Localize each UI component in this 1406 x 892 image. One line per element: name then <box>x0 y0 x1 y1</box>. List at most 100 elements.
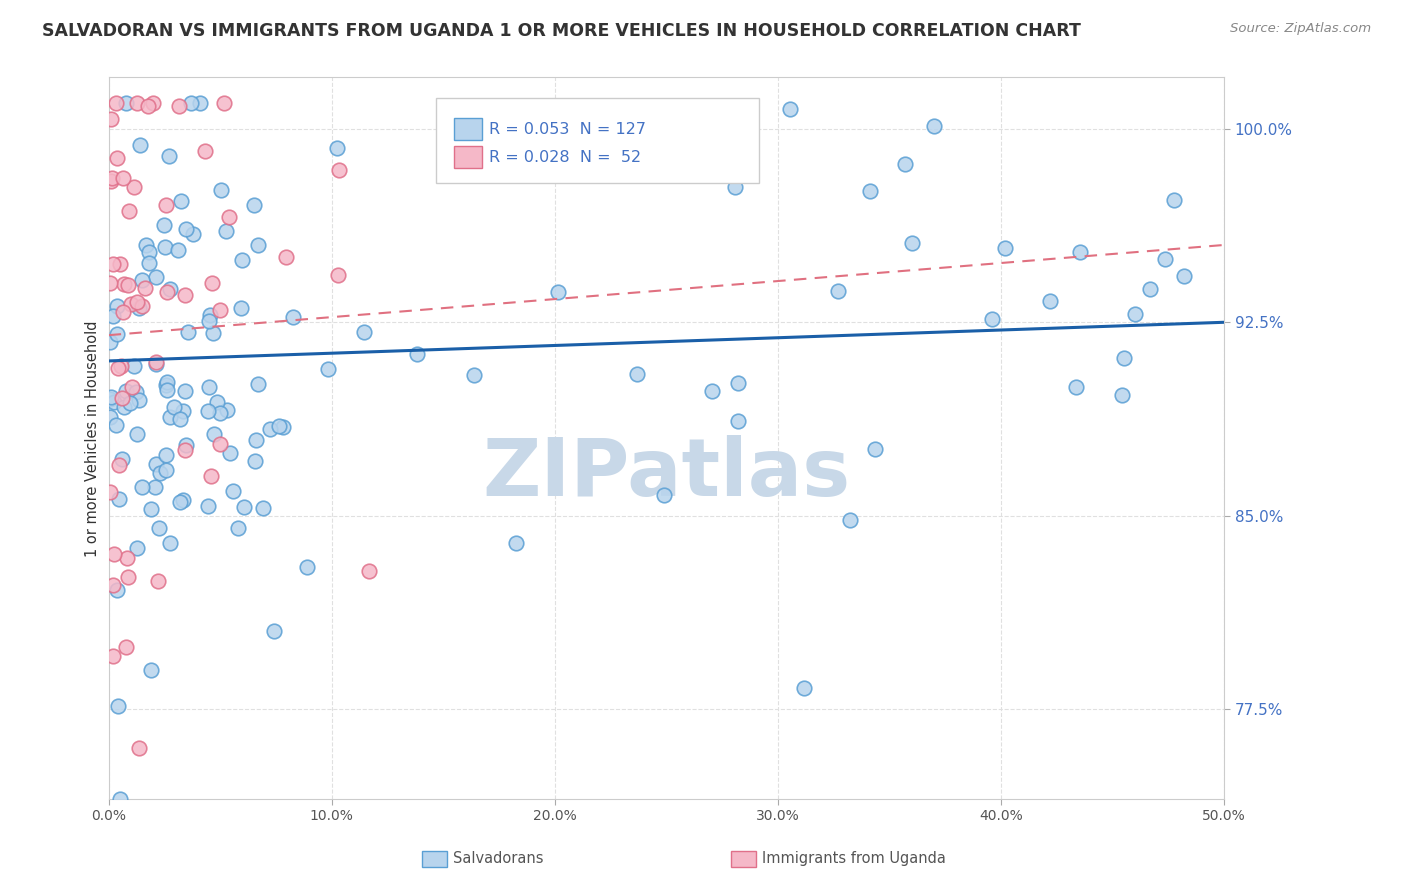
Point <box>155 448 177 462</box>
Point <box>146 574 169 588</box>
Point <box>159 282 181 296</box>
Text: R = 0.028  N =  52: R = 0.028 N = 52 <box>489 150 641 165</box>
Point <box>209 437 232 451</box>
Point <box>138 255 160 269</box>
Point <box>127 96 149 111</box>
Point <box>177 326 200 340</box>
Point <box>149 466 172 480</box>
Point <box>101 578 124 592</box>
Point <box>326 268 349 282</box>
Point <box>228 521 250 535</box>
Point <box>107 360 129 375</box>
Point <box>114 384 136 399</box>
Point <box>1163 193 1185 207</box>
Point <box>221 484 243 499</box>
Point <box>100 174 122 188</box>
Point <box>112 171 135 186</box>
Point <box>863 442 886 456</box>
Point <box>101 257 124 271</box>
Point <box>100 112 122 127</box>
Point <box>100 171 122 186</box>
Point <box>118 396 141 410</box>
Point <box>326 141 349 155</box>
Point <box>1154 252 1177 267</box>
Point <box>894 157 917 171</box>
Point <box>131 480 153 494</box>
Point <box>105 152 128 166</box>
Point <box>200 468 222 483</box>
Point <box>131 299 153 313</box>
Point <box>838 513 860 527</box>
Point <box>547 285 569 300</box>
Text: Immigrants from Uganda: Immigrants from Uganda <box>762 852 946 866</box>
Point <box>152 218 174 232</box>
Point <box>117 278 139 293</box>
Point <box>197 403 219 417</box>
Point <box>104 417 127 432</box>
Point <box>218 210 240 224</box>
Point <box>295 559 318 574</box>
Point <box>231 252 253 267</box>
Point <box>142 96 165 111</box>
Point <box>105 299 128 313</box>
Point <box>198 308 221 322</box>
Point <box>353 325 375 339</box>
Point <box>153 240 176 254</box>
Point <box>181 227 204 241</box>
Point <box>727 376 749 390</box>
Point <box>117 570 139 584</box>
Point <box>105 582 128 597</box>
Point <box>125 295 148 310</box>
Point <box>827 284 849 298</box>
Point <box>128 392 150 407</box>
Point <box>271 420 294 434</box>
Point <box>98 409 121 424</box>
Point <box>198 379 221 393</box>
Point <box>922 119 945 133</box>
Point <box>169 412 191 426</box>
Point <box>724 179 747 194</box>
Text: SALVADORAN VS IMMIGRANTS FROM UGANDA 1 OR MORE VEHICLES IN HOUSEHOLD CORRELATION: SALVADORAN VS IMMIGRANTS FROM UGANDA 1 O… <box>42 22 1081 40</box>
Point <box>103 394 125 409</box>
Point <box>115 550 138 565</box>
Point <box>120 297 142 311</box>
Point <box>139 664 162 678</box>
Point <box>172 404 194 418</box>
Point <box>159 535 181 549</box>
Point <box>169 494 191 508</box>
Point <box>267 419 290 434</box>
Point <box>156 285 179 300</box>
Point <box>145 355 167 369</box>
Point <box>316 361 339 376</box>
Point <box>201 277 224 291</box>
Point <box>981 311 1004 326</box>
Point <box>128 137 150 152</box>
Point <box>700 384 723 398</box>
Y-axis label: 1 or more Vehicles in Household: 1 or more Vehicles in Household <box>86 320 100 557</box>
Text: Source: ZipAtlas.com: Source: ZipAtlas.com <box>1230 22 1371 36</box>
Point <box>626 368 648 382</box>
Point <box>180 96 202 111</box>
Point <box>145 357 167 371</box>
Point <box>114 401 136 415</box>
Point <box>110 359 132 374</box>
Point <box>105 96 128 111</box>
Point <box>208 406 231 420</box>
Point <box>245 434 267 448</box>
Point <box>901 235 924 250</box>
Point <box>1123 307 1146 321</box>
Point <box>125 541 148 556</box>
Point <box>190 96 212 111</box>
Point <box>167 243 190 257</box>
Point <box>202 426 225 441</box>
Point <box>172 492 194 507</box>
Point <box>246 237 269 252</box>
Point <box>1111 387 1133 401</box>
Point <box>101 310 124 324</box>
Point <box>169 194 191 208</box>
Point <box>156 375 179 389</box>
Point <box>242 198 264 212</box>
Point <box>212 96 235 111</box>
Point <box>143 480 166 494</box>
Point <box>359 564 381 578</box>
